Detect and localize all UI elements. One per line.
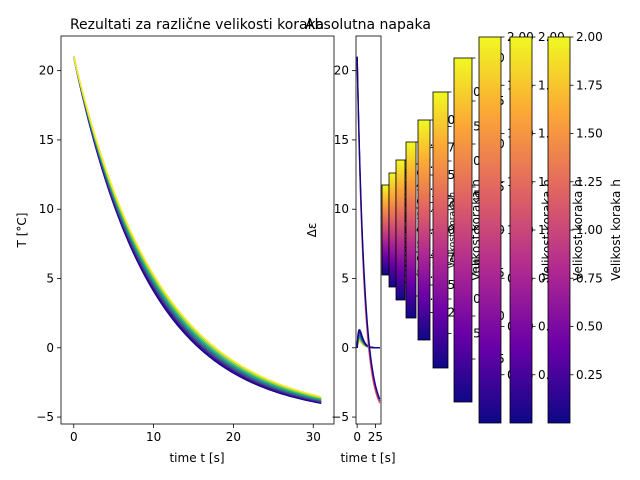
y-tick-label: 10 <box>334 202 349 216</box>
y-tick-label: 20 <box>334 64 349 78</box>
y-tick-label: 15 <box>39 133 54 147</box>
y-tick-label: 5 <box>46 272 54 286</box>
colorbar-gradient <box>405 141 417 319</box>
x-tick-label: 30 <box>306 430 321 444</box>
colorbar-gradient <box>547 36 571 424</box>
series-line <box>72 56 322 402</box>
colorbar-gradient <box>417 119 431 341</box>
y-tick-label: 10 <box>39 202 54 216</box>
series-lines <box>356 56 381 404</box>
y-tick-label: 20 <box>39 64 54 78</box>
chart-title: Rezultati za različne velikosti koraka <box>70 17 324 33</box>
series-line <box>356 56 381 400</box>
colorbar-tick-label: 1.75 <box>576 78 603 92</box>
series-line <box>72 56 322 398</box>
y-ticks: −5 0 5 10 15 20 <box>36 64 61 424</box>
y-tick-label: 15 <box>334 133 349 147</box>
chart-title: Absolutna napaka <box>305 17 431 33</box>
colorbar-label: Velikost koraka h <box>609 179 623 281</box>
error-chart: 0 25 −5 0 5 10 15 20 time t [s] Δε <box>305 35 396 465</box>
colorbar-gradient <box>432 91 449 369</box>
series-line <box>72 56 322 400</box>
series-line <box>72 56 322 403</box>
colorbar-gradient <box>478 36 502 424</box>
x-tick-label: 0 <box>70 430 78 444</box>
colorbar-gradient <box>388 172 397 288</box>
y-axis-label: T [°C] <box>15 213 29 249</box>
colorbar-tick-label: 1.50 <box>576 127 603 141</box>
colorbar-gradient <box>509 36 533 424</box>
y-tick-label: −5 <box>36 410 54 424</box>
x-tick-label: 10 <box>146 430 161 444</box>
series-line <box>72 56 322 404</box>
x-axis-label: time t [s] <box>340 451 395 465</box>
colorbar-gradient <box>395 159 406 301</box>
x-tick-label: 20 <box>226 430 241 444</box>
plot-frame <box>355 35 382 425</box>
y-tick-label: 5 <box>341 272 349 286</box>
y-tick-label: −5 <box>331 410 349 424</box>
colorbar-gradient <box>381 184 390 276</box>
x-ticks: 0 25 <box>353 424 383 444</box>
colorbar-tick-label: 1.25 <box>576 175 603 189</box>
colorbar-tick-label: 2.00 <box>576 30 603 44</box>
colorbar: 0.25 0.50 0.75 1.00 1.25 1.50 1.75 2.00 Velikost… <box>547 30 623 424</box>
colorbar: 0.250.500.751.001.251.501.752.00Velikost… <box>509 30 585 424</box>
colorbar-tick-label: 0.25 <box>576 368 603 382</box>
series-line <box>72 56 322 401</box>
colorbar-tick-label: 0.50 <box>576 320 603 334</box>
x-tick-label: 0 <box>353 430 361 444</box>
series-line <box>72 56 322 404</box>
colorbar-label: Velikost koraka h <box>448 192 458 268</box>
y-ticks: −5 0 5 10 15 20 <box>331 64 356 424</box>
y-tick-label: 0 <box>46 341 54 355</box>
series-lines <box>72 56 322 404</box>
colorbars: 0.25 0.50 0.75 1.00 1.25 1.50 1.75 2.00 Velikost… <box>381 30 623 424</box>
x-tick-label: 25 <box>368 430 383 444</box>
x-axis-label: time t [s] <box>169 451 224 465</box>
colorbar-tick-label: 1.00 <box>576 223 603 237</box>
series-line <box>356 56 381 404</box>
colorbar-tick-label: 0.75 <box>576 271 603 285</box>
temperature-chart: Rezultati za različne velikosti koraka 0… <box>15 17 335 465</box>
y-axis-label: Δε <box>305 223 319 238</box>
x-ticks: 0 10 20 30 <box>70 424 321 444</box>
plot-frame <box>60 35 335 425</box>
y-tick-label: 0 <box>341 341 349 355</box>
colorbar-gradient <box>453 57 473 403</box>
colorbar-label: Velikost koraka h <box>571 179 585 281</box>
